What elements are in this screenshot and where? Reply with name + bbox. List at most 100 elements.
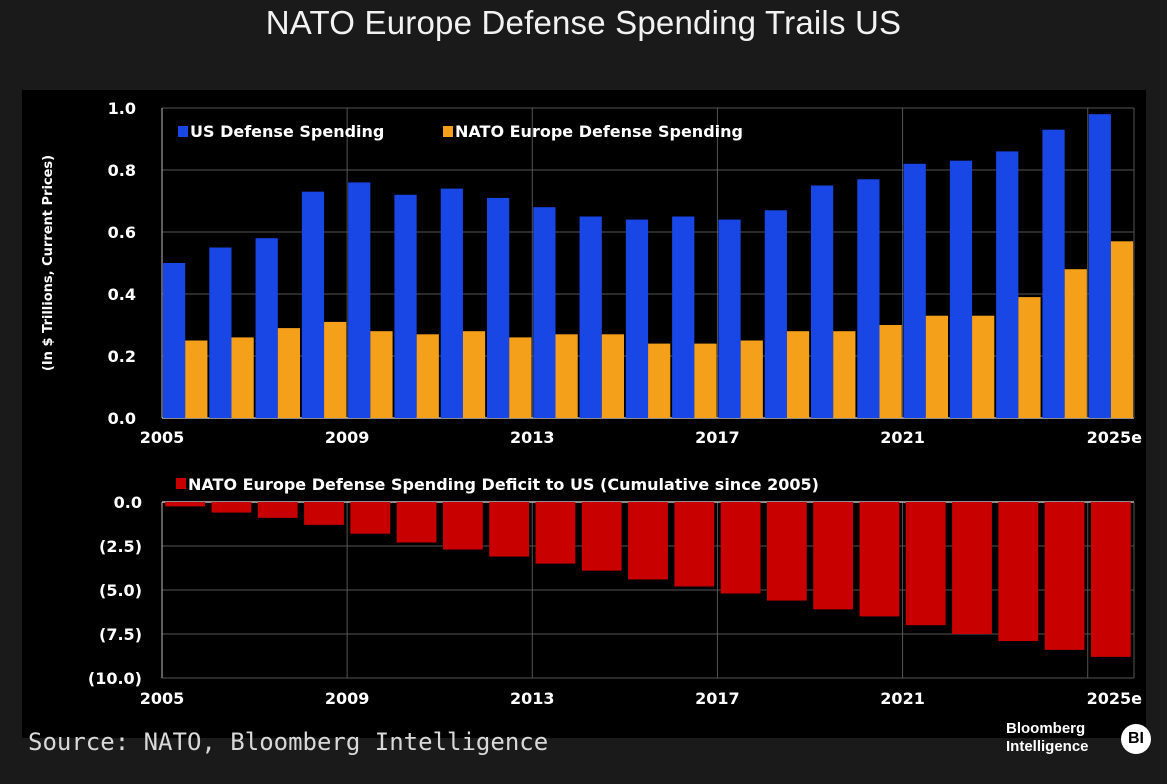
us-bar-2023 (996, 151, 1019, 418)
europe-bar-2018 (786, 331, 810, 418)
bottom-y-tick-label: (5.0) (99, 581, 142, 600)
legend-us-swatch (178, 126, 188, 137)
top-x-tick-label: 2025e (1087, 428, 1143, 447)
us-bar-2011 (440, 188, 463, 418)
deficit-bar-2014 (581, 502, 622, 571)
europe-bar-2014 (601, 334, 625, 418)
top-y-tick-label: 1.0 (108, 99, 136, 118)
us-bar-2025e (1088, 114, 1111, 418)
europe-bar-2012 (509, 337, 532, 418)
europe-bar-2022 (972, 315, 995, 418)
deficit-bar-2023 (998, 502, 1039, 642)
europe-bar-2016 (694, 343, 717, 418)
europe-bar-2010 (416, 334, 439, 418)
us-bar-2007 (255, 238, 278, 418)
europe-bar-2009 (370, 331, 393, 418)
us-bar-2012 (487, 197, 510, 418)
top-x-tick-label: 2021 (880, 428, 925, 447)
deficit-bar-2019 (813, 502, 854, 610)
bottom-x-tick-label: 2017 (695, 689, 740, 708)
bottom-y-tick-label: 0.0 (114, 493, 142, 512)
bottom-x-tick-label: 2005 (140, 689, 185, 708)
top-x-tick-label: 2017 (695, 428, 740, 447)
legend-deficit-swatch (176, 478, 186, 489)
deficit-bar-2008 (304, 502, 344, 525)
bottom-y-tick-label: (10.0) (88, 669, 142, 688)
us-bar-2006 (209, 247, 232, 418)
top-y-axis-label: (In $ Trillions, Current Prices) (41, 155, 56, 371)
deficit-bar-2013 (535, 502, 576, 564)
bi-badge-icon: BI (1121, 724, 1151, 754)
us-bar-2010 (394, 194, 417, 418)
brand-logo: Bloomberg Intelligence (1006, 720, 1089, 756)
deficit-bar-2010 (396, 502, 437, 543)
source-note: Source: NATO, Bloomberg Intelligence (28, 728, 549, 756)
deficit-bar-2006 (211, 502, 252, 513)
deficit-bar-2025e (1090, 502, 1131, 657)
europe-bar-2024 (1064, 269, 1087, 418)
deficit-bar-2009 (350, 502, 391, 534)
europe-bar-2017 (740, 340, 763, 418)
us-bar-2021 (903, 163, 926, 418)
europe-bar-2020 (879, 325, 902, 418)
us-bar-2015 (625, 219, 649, 418)
bottom-x-tick-label: 2009 (325, 689, 370, 708)
top-x-tick-label: 2009 (325, 428, 370, 447)
chart-title: NATO Europe Defense Spending Trails US (265, 4, 902, 41)
us-bar-2017 (718, 219, 741, 418)
top-y-tick-label: 0.6 (108, 223, 136, 242)
bottom-x-tick-label: 2013 (510, 689, 555, 708)
legend-europe-swatch (443, 126, 453, 137)
us-bar-2009 (348, 182, 371, 418)
bottom-x-tick-label: 2025e (1087, 689, 1143, 708)
deficit-bar-2011 (442, 502, 483, 550)
legend-us-label: US Defense Spending (190, 122, 384, 141)
us-bar-2005 (163, 263, 186, 418)
europe-bar-2021 (925, 315, 949, 418)
top-y-tick-label: 0.0 (108, 409, 136, 428)
europe-bar-2013 (555, 334, 578, 418)
us-bar-2020 (857, 179, 880, 418)
europe-bar-2019 (833, 331, 856, 418)
bottom-y-tick-label: (2.5) (99, 537, 142, 556)
us-bar-2014 (579, 216, 602, 418)
bottom-x-tick-label: 2021 (880, 689, 925, 708)
top-y-tick-label: 0.4 (108, 285, 136, 304)
deficit-bar-2022 (952, 502, 992, 634)
top-x-tick-label: 2005 (140, 428, 185, 447)
us-bar-2016 (672, 216, 695, 418)
us-bar-2008 (301, 191, 325, 418)
us-bar-2022 (949, 160, 973, 418)
deficit-bar-2024 (1044, 502, 1085, 650)
deficit-bar-2007 (257, 502, 298, 518)
top-y-tick-label: 0.8 (108, 161, 136, 180)
legend-deficit-label: NATO Europe Defense Spending Deficit to … (188, 475, 819, 494)
deficit-bar-2012 (489, 502, 530, 557)
deficit-bar-2020 (859, 502, 900, 617)
europe-bar-2023 (1018, 297, 1041, 418)
us-bar-2018 (764, 210, 787, 418)
europe-bar-2011 (462, 331, 486, 418)
europe-bar-2006 (231, 337, 254, 418)
deficit-bar-2021 (905, 502, 946, 626)
bottom-y-tick-label: (7.5) (99, 625, 142, 644)
europe-bar-2008 (324, 321, 347, 418)
deficit-bar-2005 (165, 502, 206, 507)
top-y-tick-label: 0.2 (108, 347, 136, 366)
top-x-tick-label: 2013 (510, 428, 555, 447)
deficit-bar-2018 (766, 502, 807, 601)
us-bar-2024 (1042, 129, 1065, 418)
deficit-bar-2015 (628, 502, 668, 580)
brand-line1: Bloomberg (1006, 720, 1086, 737)
deficit-bar-2016 (674, 502, 715, 587)
brand-line2: Intelligence (1006, 738, 1089, 755)
us-bar-2013 (533, 207, 556, 418)
deficit-bar-2017 (720, 502, 761, 594)
europe-bar-2005 (185, 340, 208, 418)
europe-bar-2015 (648, 343, 671, 418)
europe-bar-2025e (1110, 241, 1134, 418)
europe-bar-2007 (277, 328, 301, 418)
us-bar-2019 (811, 185, 834, 418)
legend-europe-label: NATO Europe Defense Spending (455, 122, 743, 141)
